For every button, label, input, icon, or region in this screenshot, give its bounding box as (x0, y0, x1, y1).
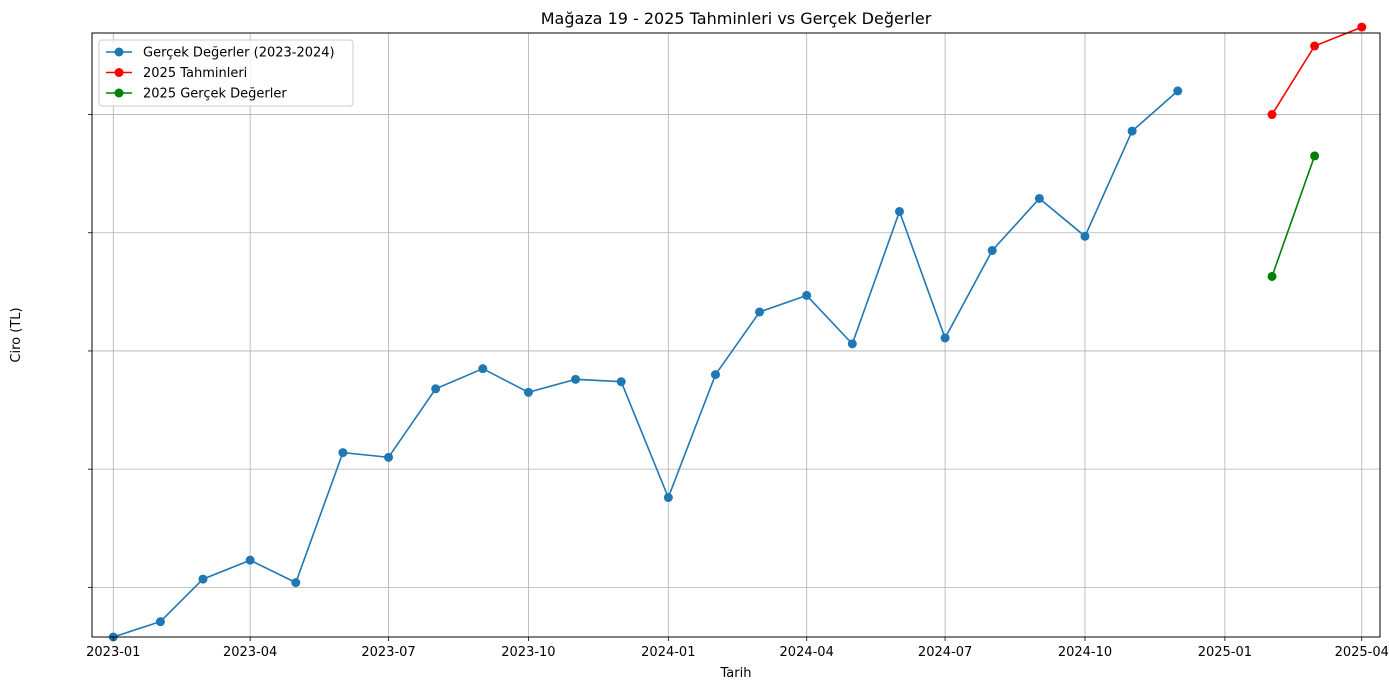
plot-frame (91, 32, 1381, 638)
x-tick-label: 2024-10 (1058, 645, 1112, 660)
data-point (1267, 271, 1277, 281)
x-tick-label: 2023-01 (86, 645, 140, 660)
series-2 (1267, 22, 1367, 120)
legend: Gerçek Değerler (2023-2024) 2025 Tahminle… (98, 39, 354, 107)
data-point (755, 307, 765, 317)
data-point (847, 339, 857, 349)
data-point (571, 374, 581, 384)
x-tick-label: 2023-10 (501, 645, 555, 660)
x-axis-label: Tarih (720, 666, 752, 681)
grid-layer (92, 33, 1380, 637)
data-point (338, 448, 348, 458)
data-point (1034, 193, 1044, 203)
data-point (1357, 22, 1367, 32)
legend-label: Gerçek Değerler (2023-2024) (143, 46, 335, 61)
x-tick-label: 2024-01 (641, 645, 695, 660)
series-1 (108, 86, 1183, 642)
x-tick-label: 2023-07 (361, 645, 415, 660)
x-tick-label: 2025-01 (1198, 645, 1252, 660)
data-point (710, 370, 720, 380)
data-point (384, 452, 394, 462)
legend-label: 2025 Tahminleri (143, 66, 247, 81)
legend-marker (114, 68, 124, 77)
legend-marker (114, 47, 124, 57)
data-point (245, 555, 255, 565)
x-tick-label: 2025-04 (1335, 645, 1389, 660)
data-point (155, 617, 165, 627)
series-layer (108, 22, 1367, 642)
data-point (940, 333, 950, 343)
series-line (1271, 155, 1316, 277)
data-point (1310, 151, 1320, 161)
data-point (894, 206, 904, 216)
x-tick-label: 2023-04 (223, 645, 277, 660)
legend-box (98, 39, 354, 107)
data-point (616, 377, 626, 387)
x-tick-label: 2024-04 (780, 645, 834, 660)
data-point (523, 387, 533, 397)
data-point (1127, 126, 1137, 136)
x-tick-label: 2024-07 (918, 645, 972, 660)
data-point (1173, 86, 1183, 96)
data-point (1310, 41, 1320, 51)
legend-label: 2025 Gerçek Değerler (143, 87, 287, 102)
legend-marker (114, 88, 124, 98)
y-axis-label: Ciro (TL) (9, 307, 24, 362)
tick-layer: 2023-01 2023-04 2023-07 2023-10 2024-01 2024-… (86, 114, 1389, 660)
data-point (431, 384, 441, 394)
data-point (1267, 110, 1277, 120)
data-point (198, 574, 208, 584)
series-line (1271, 26, 1363, 116)
series-3 (1267, 151, 1320, 281)
data-point (478, 364, 488, 374)
series-line (113, 90, 1179, 638)
data-point (987, 245, 997, 255)
data-point (291, 578, 301, 588)
data-point (1080, 231, 1090, 241)
data-point (663, 493, 673, 503)
chart-title: Mağaza 19 - 2025 Tahminleri vs Gerçek De… (541, 9, 932, 28)
data-point (802, 290, 812, 300)
